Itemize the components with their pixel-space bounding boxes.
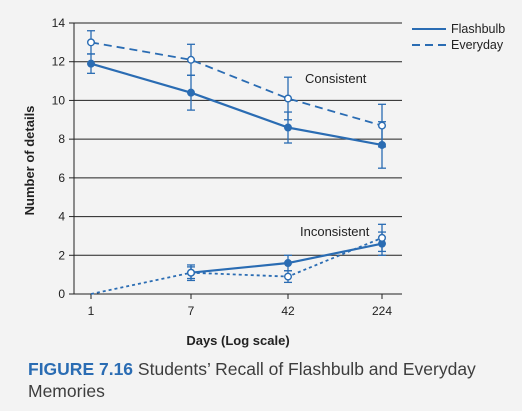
y-tick-label: 8 (58, 132, 65, 146)
x-tick-label: 1 (88, 304, 95, 318)
data-point (378, 233, 387, 242)
data-point (86, 59, 95, 68)
legend-label: Flashbulb (451, 22, 505, 36)
series-line-inconsistent-flashbulb (190, 242, 383, 274)
y-tick-label: 2 (58, 248, 65, 262)
data-point (284, 259, 293, 268)
x-tick-label: 7 (188, 304, 195, 318)
annotation-consistent: Consistent (305, 71, 367, 86)
data-point (186, 268, 195, 277)
data-point (378, 121, 387, 130)
x-tick-label: 42 (281, 304, 295, 318)
data-point (284, 272, 293, 281)
x-tick-label: 224 (372, 304, 392, 318)
legend-label: Everyday (451, 38, 504, 52)
y-tick-label: 0 (58, 287, 65, 301)
data-point (186, 88, 195, 97)
figure-title: Students’ Recall of Flashbulb and Everyd… (28, 359, 476, 401)
y-tick-label: 14 (52, 16, 66, 30)
figure-caption: FIGURE 7.16 Students’ Recall of Flashbul… (28, 358, 508, 402)
annotation-inconsistent: Inconsistent (300, 224, 370, 239)
data-point (186, 55, 195, 64)
y-axis-label: Number of details (22, 106, 37, 216)
data-point (284, 94, 293, 103)
y-tick-label: 4 (58, 210, 65, 224)
y-tick-label: 10 (52, 93, 66, 107)
x-axis-label: Days (Log scale) (186, 333, 289, 348)
series-line-consistent-flashbulb (90, 62, 383, 147)
data-point (284, 123, 293, 132)
figure-number: FIGURE 7.16 (28, 359, 134, 379)
series-line-inconsistent-everyday (90, 237, 383, 295)
series-line-consistent-everyday (90, 41, 383, 127)
y-tick-label: 6 (58, 171, 65, 185)
y-tick-label: 12 (52, 55, 66, 69)
data-point (86, 38, 95, 47)
